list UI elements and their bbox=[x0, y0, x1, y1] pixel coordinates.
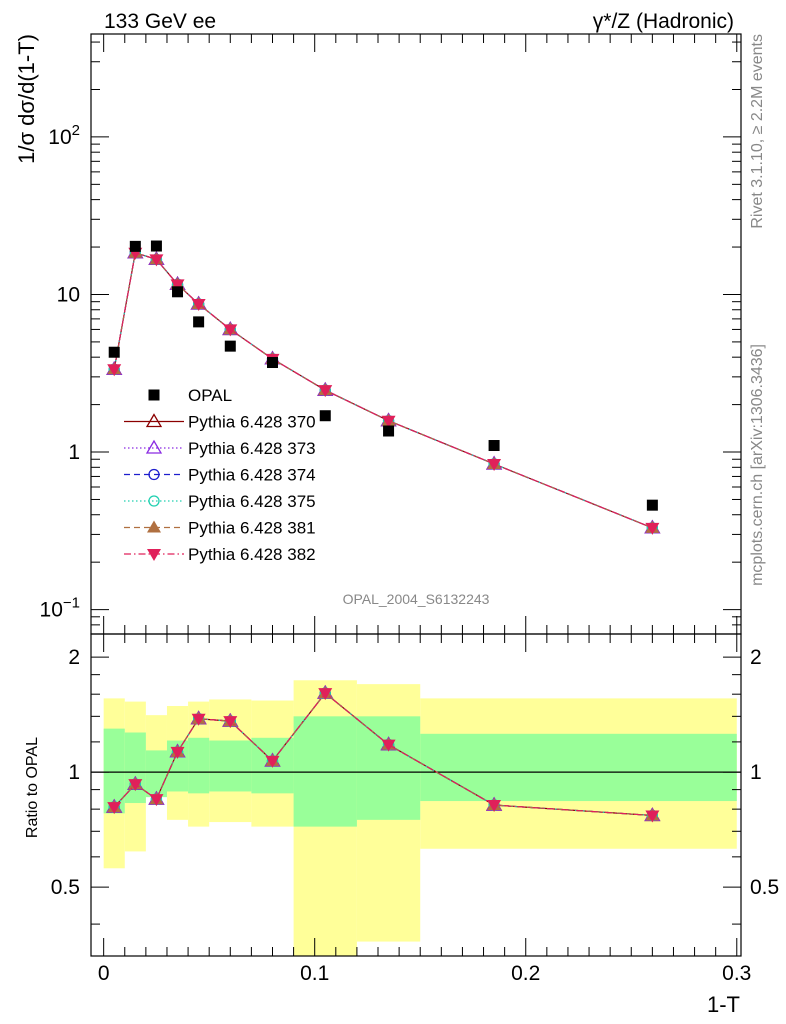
legend-label: Pythia 6.428 370 bbox=[188, 413, 316, 432]
ratio-plot-frame bbox=[90, 633, 742, 957]
data-point bbox=[149, 254, 164, 267]
ratio-y-tick-label: 1 bbox=[68, 761, 80, 784]
ratio-point bbox=[170, 746, 185, 759]
data-point bbox=[383, 425, 395, 437]
x-axis-label: 1-T bbox=[707, 992, 740, 1017]
legend-entry: Pythia 6.428 370 bbox=[124, 413, 316, 432]
legend-label: Pythia 6.428 375 bbox=[188, 492, 316, 511]
data-point bbox=[488, 440, 500, 452]
legend-label: Pythia 6.428 381 bbox=[188, 519, 316, 538]
x-tick-label: 0.2 bbox=[511, 962, 540, 985]
legend-marker bbox=[148, 468, 160, 481]
x-tick-label: 0 bbox=[98, 962, 110, 985]
data-point bbox=[266, 357, 278, 369]
legend-marker bbox=[145, 413, 163, 428]
ratio-y-tick-label: 0.5 bbox=[51, 876, 80, 899]
legend-entry: OPAL bbox=[148, 386, 232, 405]
uncertainty-band-inner bbox=[293, 716, 357, 827]
uncertainty-band-inner bbox=[103, 728, 125, 814]
ratio-point bbox=[128, 779, 143, 792]
legend-marker bbox=[148, 389, 160, 401]
x-tick-label: 0.1 bbox=[300, 962, 329, 985]
data-point bbox=[170, 279, 185, 292]
main-plot-series bbox=[106, 240, 661, 535]
legend-entry: Pythia 6.428 375 bbox=[124, 492, 316, 511]
ratio-y-tick-label-right: 2 bbox=[750, 646, 762, 669]
legend-marker bbox=[147, 549, 161, 561]
legend-label: Pythia 6.428 373 bbox=[188, 439, 316, 458]
y-tick-label: 10 bbox=[57, 283, 80, 306]
ratio-y-axis-label: Ratio to OPAL bbox=[24, 737, 41, 838]
data-point bbox=[129, 240, 141, 252]
legend-label: Pythia 6.428 382 bbox=[188, 545, 316, 564]
ratio-plot-series bbox=[106, 684, 661, 823]
rivet-version-label: Rivet 3.1.10, ≥ 2.2M events bbox=[749, 34, 766, 229]
x-tick-label: 0.3 bbox=[722, 962, 751, 985]
legend-entry: Pythia 6.428 382 bbox=[124, 545, 316, 564]
ratio-y-tick-label-right: 1 bbox=[750, 761, 762, 784]
ratio-point bbox=[149, 794, 164, 807]
uncertainty-band-inner bbox=[188, 737, 210, 794]
data-point bbox=[319, 410, 331, 422]
main-y-axis-label: 1/σ dσ/d(1-T) bbox=[14, 34, 39, 164]
main-plot-axes: 10−1 1 10 102 bbox=[40, 33, 742, 635]
ratio-point bbox=[265, 755, 280, 768]
data-point bbox=[318, 385, 333, 398]
ratio-series-pythia-6-428-382 bbox=[107, 688, 660, 823]
ratio-point bbox=[191, 713, 206, 726]
data-point bbox=[487, 458, 502, 471]
ratio-point bbox=[487, 800, 502, 813]
ratio-point bbox=[645, 810, 660, 823]
legend-entry: Pythia 6.428 373 bbox=[124, 439, 316, 458]
data-point bbox=[107, 364, 122, 377]
ratio-plot-bands bbox=[91, 680, 741, 956]
legend-entry: Pythia 6.428 381 bbox=[124, 519, 316, 538]
data-point bbox=[224, 340, 236, 352]
ratio-y-tick-label-right: 0.5 bbox=[750, 876, 779, 899]
uncertainty-band-inner bbox=[209, 740, 252, 792]
legend-marker bbox=[145, 439, 163, 454]
data-point bbox=[381, 415, 396, 428]
legend-marker bbox=[148, 495, 160, 507]
ratio-point bbox=[381, 739, 396, 752]
header-left-label: 133 GeV ee bbox=[104, 10, 216, 33]
legend-entry: Pythia 6.428 374 bbox=[124, 466, 316, 485]
data-point bbox=[172, 286, 184, 298]
legend-label: Pythia 6.428 374 bbox=[188, 466, 316, 485]
analysis-watermark: OPAL_2004_S6132243 bbox=[343, 591, 490, 607]
data-point bbox=[193, 316, 205, 328]
ratio-plot-axes: 0.5 0.5 1 1 2 2 0 0.1 0.2 0.3 bbox=[51, 633, 779, 985]
series-opal bbox=[108, 240, 658, 511]
data-point bbox=[646, 499, 658, 511]
data-point bbox=[223, 324, 238, 337]
data-point bbox=[150, 240, 162, 252]
mcplots-label: mcplots.cern.ch [arXiv:1306.3436] bbox=[749, 344, 766, 586]
ratio-y-tick-label: 2 bbox=[68, 646, 80, 669]
uncertainty-band-inner bbox=[356, 716, 421, 820]
header-right-label: γ*/Z (Hadronic) bbox=[593, 10, 734, 33]
main-plot-frame bbox=[90, 33, 742, 635]
uncertainty-band-inner bbox=[420, 733, 737, 802]
data-point bbox=[645, 522, 660, 535]
uncertainty-band-inner bbox=[145, 750, 167, 798]
ratio-point bbox=[318, 688, 333, 701]
y-tick-label: 1 bbox=[68, 441, 80, 464]
ratio-point bbox=[107, 802, 122, 815]
data-point bbox=[191, 299, 206, 312]
ratio-point bbox=[223, 716, 238, 729]
y-tick-label: 10−1 bbox=[40, 595, 80, 622]
data-point bbox=[108, 346, 120, 358]
legend-label: OPAL bbox=[188, 386, 232, 405]
legend-marker bbox=[147, 520, 161, 533]
y-tick-label: 102 bbox=[48, 122, 80, 149]
legend: OPAL Pythia 6.428 370 Pythia 6.428 373 Pyth… bbox=[124, 386, 316, 564]
